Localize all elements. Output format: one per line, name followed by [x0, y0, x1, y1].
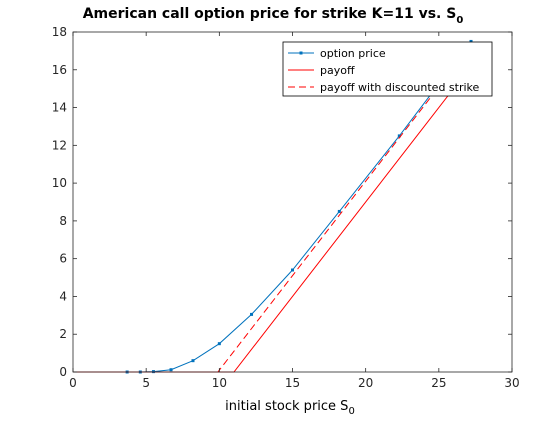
x-tick-label: 10	[212, 376, 227, 390]
y-tick-label: 2	[59, 327, 67, 341]
y-tick-label: 6	[59, 252, 67, 266]
legend-label: option price	[320, 47, 386, 60]
x-tick-label: 30	[504, 376, 519, 390]
axes-layer: 0 5 10 15 20 25 30 0 2 4 6 8 10 12 14 16 18	[52, 25, 520, 390]
data-point	[469, 39, 473, 43]
x-tick-label: 5	[142, 376, 150, 390]
y-tick-label: 18	[52, 25, 67, 39]
data-point	[169, 368, 173, 372]
data-point	[397, 134, 401, 138]
data-point	[337, 209, 341, 213]
y-tick-label: 0	[59, 365, 67, 379]
x-tick-label: 0	[69, 376, 77, 390]
y-tick-label: 14	[52, 101, 67, 115]
data-point	[191, 359, 195, 363]
x-tick-label: 20	[358, 376, 373, 390]
legend-marker	[299, 51, 303, 55]
data-point	[250, 312, 254, 316]
x-tick-label: 15	[285, 376, 300, 390]
x-tick-label: 25	[431, 376, 446, 390]
y-tick-label: 10	[52, 176, 67, 190]
legend: option price payoff payoff with discounted…	[282, 41, 493, 97]
y-tick-label: 4	[59, 289, 67, 303]
y-tick-label: 12	[52, 138, 67, 152]
chart-title: American call option price for strike K=…	[83, 6, 464, 26]
legend-label: payoff with discounted strike	[320, 81, 480, 94]
x-axis-label: initial stock price S0	[225, 399, 355, 417]
data-point	[217, 342, 221, 346]
legend-box	[282, 41, 493, 97]
data-point	[291, 268, 294, 272]
y-tick-label: 8	[59, 214, 67, 228]
legend-label: payoff	[320, 64, 355, 77]
y-tick-label: 16	[52, 63, 67, 77]
